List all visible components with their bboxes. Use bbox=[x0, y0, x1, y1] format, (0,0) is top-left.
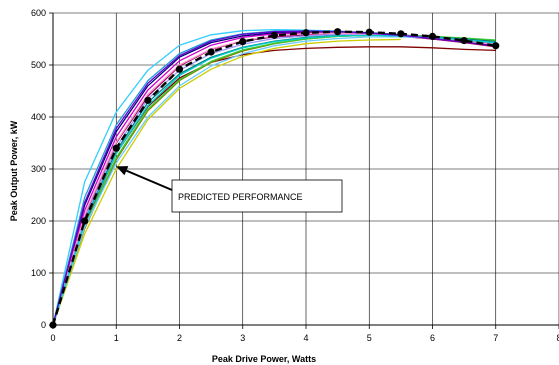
y-tick-label: 600 bbox=[31, 8, 46, 18]
y-tick-label: 300 bbox=[31, 164, 46, 174]
x-tick-label: 7 bbox=[493, 333, 498, 343]
annotation-arrowhead bbox=[116, 166, 129, 176]
y-tick-label: 100 bbox=[31, 268, 46, 278]
series-line-15 bbox=[52, 30, 496, 326]
y-axis-title: Peak Output Power, kW bbox=[9, 120, 19, 221]
annotation-arrow bbox=[125, 169, 173, 191]
predicted-point bbox=[365, 28, 373, 36]
series-line-8 bbox=[52, 38, 401, 326]
y-tick-label: 400 bbox=[31, 112, 46, 122]
predicted-point bbox=[302, 29, 310, 37]
x-tick-label: 6 bbox=[430, 333, 435, 343]
predicted-performance-series bbox=[49, 28, 500, 329]
x-axis-title: Peak Drive Power, Watts bbox=[212, 354, 316, 364]
predicted-line bbox=[51, 30, 496, 326]
series-line-3 bbox=[52, 31, 496, 326]
series-line-4 bbox=[52, 32, 496, 326]
predicted-point bbox=[207, 48, 215, 56]
x-tick-label: 8 bbox=[556, 333, 559, 343]
predicted-point bbox=[397, 30, 405, 38]
series-line-13 bbox=[52, 32, 496, 326]
axes bbox=[49, 12, 559, 329]
series-lines bbox=[52, 28, 496, 326]
predicted-point bbox=[492, 42, 500, 50]
predicted-point bbox=[112, 144, 120, 152]
predicted-point bbox=[334, 28, 342, 36]
x-tick-label: 4 bbox=[303, 333, 308, 343]
annotation-box bbox=[171, 179, 343, 213]
series-line-1 bbox=[52, 28, 496, 326]
annotation-label: PREDICTED PERFORMANCE bbox=[178, 192, 303, 202]
predicted-point bbox=[175, 65, 184, 73]
y-tick-label: 200 bbox=[31, 216, 46, 226]
predicted-point bbox=[428, 32, 437, 41]
predicted-point bbox=[270, 31, 278, 39]
x-tick-label: 1 bbox=[114, 333, 119, 343]
predicted-point bbox=[144, 96, 152, 104]
x-tick-label: 3 bbox=[240, 333, 245, 343]
annotation: PREDICTED PERFORMANCE bbox=[116, 166, 343, 213]
predicted-point bbox=[81, 217, 89, 225]
predicted-point bbox=[460, 36, 468, 45]
x-tick-label: 5 bbox=[367, 333, 372, 343]
predicted-point bbox=[239, 38, 247, 46]
x-tick-label: 0 bbox=[50, 333, 55, 343]
y-tick-label: 500 bbox=[31, 60, 46, 70]
series-line-2 bbox=[52, 30, 496, 326]
x-tick-label: 2 bbox=[177, 333, 182, 343]
y-tick-label: 0 bbox=[41, 320, 46, 330]
gridlines bbox=[53, 12, 559, 325]
tick-labels: 0 1 2 3 4 5 6 7 8 0 100 200 300 400 500 600 bbox=[31, 8, 559, 343]
